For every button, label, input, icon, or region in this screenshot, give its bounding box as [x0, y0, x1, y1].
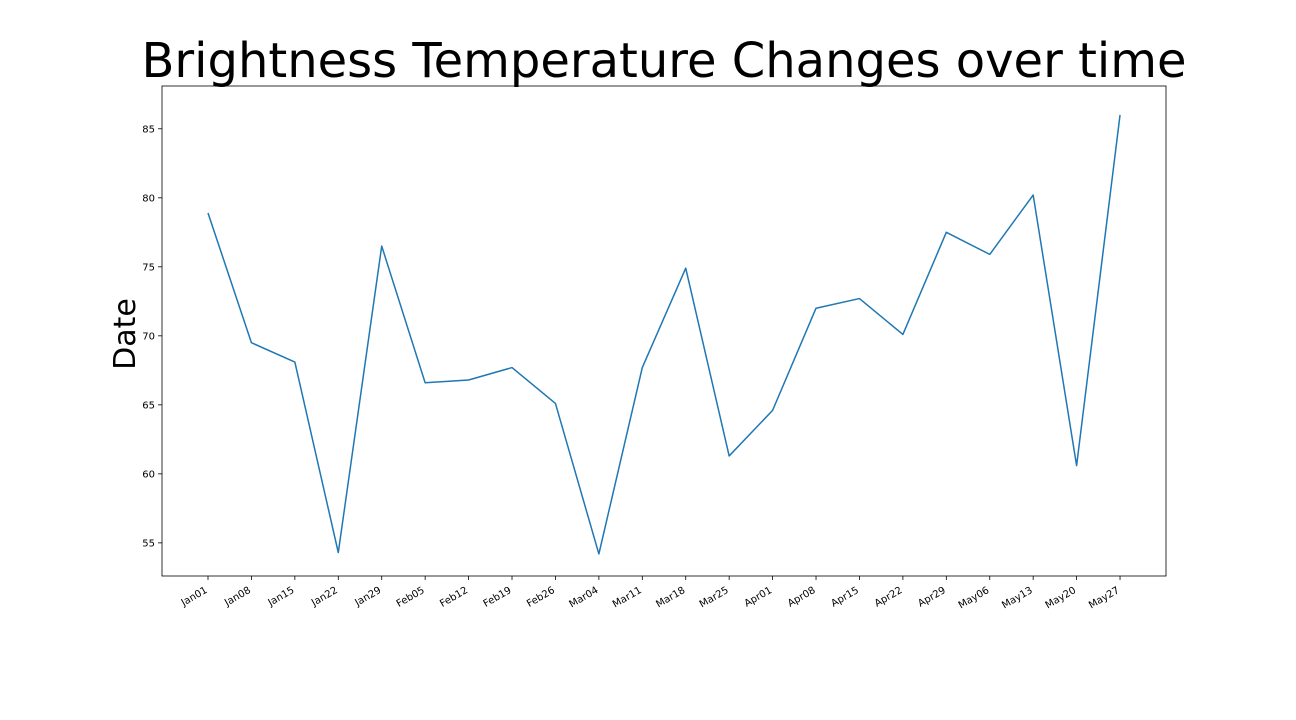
data-point: [901, 332, 905, 336]
data-point: [771, 408, 775, 412]
x-tick-label: Mar04: [568, 585, 601, 610]
x-tick-label: Feb19: [482, 585, 514, 610]
chart-title: Brightness Temperature Changes over time: [141, 33, 1186, 89]
x-tick-label: Jan08: [222, 585, 253, 609]
x-tick-label: Apr08: [786, 585, 818, 610]
data-point: [597, 552, 601, 556]
y-axis-label: Date: [108, 298, 143, 370]
data-point: [640, 366, 644, 370]
data-point: [1075, 464, 1079, 468]
x-axis: Jan01 Jan08 Jan15 Jan22 Jan29 Feb05 Feb12 Feb19…: [179, 576, 1122, 611]
y-tick-label: 70: [142, 331, 155, 342]
x-tick-label: Mar25: [698, 585, 731, 610]
x-tick-label: Mar18: [654, 585, 687, 610]
y-tick-label: 60: [142, 469, 155, 480]
x-tick-label: Feb26: [525, 585, 557, 610]
x-tick-label: Jan29: [352, 585, 383, 609]
data-point: [988, 252, 992, 256]
x-tick-label: Apr01: [743, 585, 775, 610]
x-tick-label: May20: [1044, 585, 1078, 611]
data-point: [380, 244, 384, 248]
data-point: [684, 266, 688, 270]
y-tick-label: 75: [142, 262, 155, 273]
data-point: [249, 341, 253, 345]
data-point: [944, 230, 948, 234]
x-tick-label: Jan01: [179, 585, 210, 609]
x-tick-label: May13: [1000, 585, 1034, 611]
data-point: [336, 551, 340, 555]
data-point: [1118, 113, 1122, 117]
data-point: [857, 297, 861, 301]
data-point: [814, 306, 818, 310]
x-tick-label: Feb12: [438, 585, 470, 610]
data-point: [1031, 193, 1035, 197]
data-point: [727, 454, 731, 458]
x-tick-label: Jan15: [266, 585, 297, 609]
x-tick-label: Apr15: [829, 585, 861, 610]
data-point: [423, 381, 427, 385]
y-tick-label: 85: [142, 124, 155, 135]
data-point: [553, 401, 557, 405]
data-point: [467, 378, 471, 382]
data-point: [510, 366, 514, 370]
data-point: [293, 360, 297, 364]
x-tick-label: Apr29: [916, 585, 948, 610]
x-tick-label: Mar11: [611, 585, 644, 610]
series-layer: [206, 113, 1122, 556]
x-tick-label: Jan22: [309, 585, 340, 609]
x-tick-label: Apr22: [873, 585, 905, 610]
y-tick-label: 80: [142, 193, 155, 204]
y-axis: 55 60 65 70 75 80 85: [142, 124, 162, 549]
x-tick-label: May27: [1087, 585, 1121, 611]
plot-area-frame: [161, 85, 1167, 577]
x-tick-label: May06: [957, 585, 991, 611]
x-tick-label: Feb05: [395, 585, 427, 610]
series-line: [207, 114, 1121, 555]
y-tick-label: 65: [142, 400, 155, 411]
data-point: [206, 211, 210, 215]
y-tick-label: 55: [142, 538, 155, 549]
